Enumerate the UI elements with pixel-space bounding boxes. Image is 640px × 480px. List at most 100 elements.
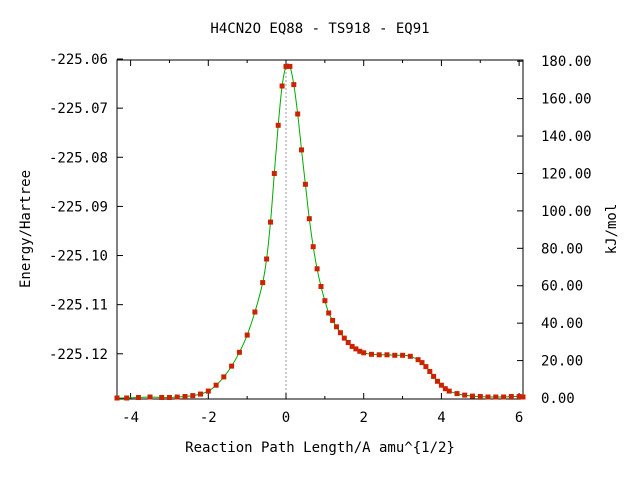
right-tick-label: 0.00: [541, 391, 575, 407]
data-point: [361, 350, 367, 356]
data-point: [205, 388, 211, 394]
data-point: [283, 63, 289, 69]
left-tick-label: -225.12: [49, 347, 108, 363]
data-point: [314, 266, 320, 272]
data-point: [442, 386, 448, 392]
data-point: [415, 357, 421, 363]
left-axis-ticks: -225.06 -225.07 -225.08 -225.09 -225.10 -225.…: [49, 52, 123, 363]
data-point: [392, 352, 398, 358]
data-point: [264, 256, 270, 262]
data-point: [190, 393, 196, 399]
data-point: [166, 395, 172, 400]
data-point: [275, 122, 281, 128]
x-tick-label: 4: [437, 410, 445, 426]
energy-curve-line: [116, 63, 524, 399]
right-tick-label: 60.00: [541, 279, 583, 295]
data-point: [431, 373, 437, 379]
data-point: [236, 349, 242, 355]
data-point: [198, 391, 203, 397]
data-point: [221, 374, 227, 380]
data-point: [182, 394, 188, 399]
data-point: [341, 335, 347, 341]
left-tick-label: -225.06: [49, 52, 108, 68]
data-point: [470, 393, 475, 399]
right-tick-label: 140.00: [541, 129, 592, 145]
data-point: [326, 310, 332, 316]
data-point: [318, 284, 324, 289]
data-point: [400, 352, 406, 358]
x-tick-label: 0: [282, 410, 290, 426]
x-tick-label: 2: [359, 410, 367, 426]
data-point: [334, 324, 339, 330]
x-axis-ticks: -4 -2 0 2 4 6: [122, 60, 523, 426]
data-point: [287, 63, 293, 69]
data-point: [349, 343, 355, 349]
left-tick-label: -225.09: [49, 199, 108, 215]
data-point: [159, 395, 165, 400]
right-tick-label: 40.00: [541, 316, 583, 332]
data-point: [435, 378, 440, 384]
left-tick-label: -225.08: [49, 150, 108, 166]
x-tick-label: 6: [515, 410, 523, 426]
data-point: [520, 394, 526, 400]
data-point: [454, 391, 460, 397]
data-point: [369, 351, 374, 357]
left-axis-label: Energy/Hartree: [18, 170, 34, 288]
data-point: [147, 394, 153, 400]
right-tick-label: 100.00: [541, 204, 592, 220]
data-point: [423, 364, 429, 370]
data-point: [493, 394, 499, 400]
data-point: [291, 82, 297, 88]
data-point: [330, 317, 336, 323]
x-tick-label: -4: [122, 410, 139, 426]
data-point: [501, 394, 507, 400]
data-point: [306, 216, 312, 222]
data-point: [345, 340, 351, 345]
data-point: [357, 348, 363, 354]
right-axis-ticks: 0.00 20.00 40.00 60.00 80.00 100.00 120.00 140.…: [517, 54, 592, 407]
data-point: [252, 309, 258, 315]
x-axis-label: Reaction Path Length/A amu^{1/2}: [185, 440, 455, 456]
energy-data-points: [114, 63, 526, 401]
data-point: [508, 394, 514, 399]
right-tick-label: 120.00: [541, 166, 592, 182]
left-tick-label: -225.10: [49, 249, 108, 265]
data-point: [295, 111, 301, 117]
data-point: [516, 394, 522, 399]
data-point: [353, 346, 359, 352]
data-point: [446, 388, 452, 394]
data-point: [384, 352, 390, 358]
data-point: [244, 332, 250, 338]
plot-frame: [116, 59, 524, 400]
data-point: [477, 394, 483, 399]
right-axis-label: kJ/mol: [604, 204, 620, 255]
data-point: [174, 394, 180, 400]
right-tick-label: 80.00: [541, 241, 583, 257]
left-tick-label: -225.11: [49, 298, 108, 314]
data-point: [376, 352, 382, 358]
data-point: [271, 171, 277, 176]
data-point: [135, 395, 141, 400]
data-point: [322, 298, 328, 304]
left-tick-label: -225.07: [49, 101, 108, 117]
data-point: [279, 83, 285, 89]
data-point: [485, 394, 491, 400]
data-point: [407, 353, 413, 359]
data-point: [427, 369, 433, 374]
data-point: [438, 382, 444, 388]
data-point: [302, 181, 308, 187]
data-point: [299, 147, 304, 153]
data-point: [419, 360, 425, 366]
right-tick-label: 20.00: [541, 354, 583, 370]
data-point: [124, 395, 130, 401]
chart-title: H4CN2O EQ88 - TS918 - EQ91: [210, 21, 429, 37]
data-point: [310, 244, 316, 250]
data-point: [268, 219, 273, 225]
data-point: [213, 382, 219, 388]
data-point: [229, 363, 235, 369]
data-point: [462, 392, 468, 398]
right-tick-label: 160.00: [541, 92, 592, 108]
data-point: [337, 330, 343, 336]
data-point: [260, 280, 266, 286]
